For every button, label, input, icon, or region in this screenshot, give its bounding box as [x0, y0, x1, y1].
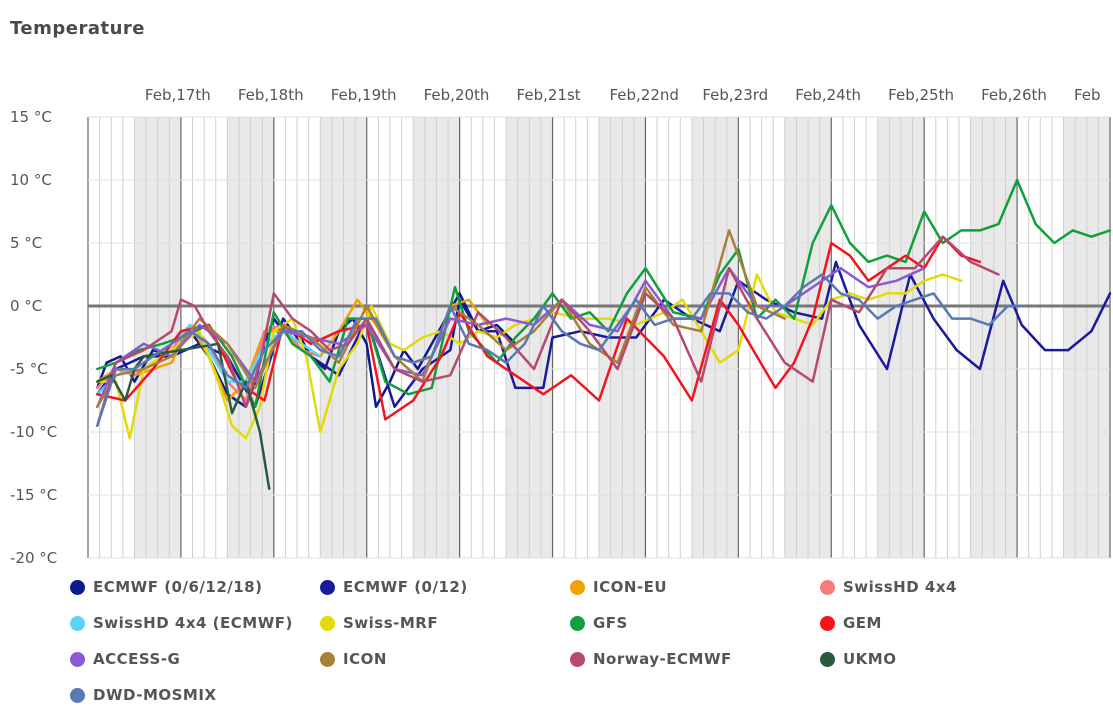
legend-item[interactable]: DWD-MOSMIX: [70, 686, 217, 704]
legend-label: DWD-MOSMIX: [93, 686, 217, 704]
x-tick-label: Feb,25th: [888, 86, 954, 104]
x-tick-label: Feb,20th: [424, 86, 490, 104]
legend-marker: [820, 615, 835, 631]
x-tick-label: Feb,23rd: [702, 86, 768, 104]
x-tick-label: Feb,21st: [517, 86, 581, 104]
legend-label: GFS: [593, 614, 628, 632]
x-tick-label: Feb,19th: [331, 86, 397, 104]
legend-item[interactable]: UKMO: [820, 650, 896, 668]
legend-marker: [70, 615, 85, 631]
x-tick-label: Feb,24th: [795, 86, 861, 104]
y-tick-label: 0 °C: [10, 297, 42, 315]
axes: 15 °C 10 °C 5 °C 0 °C -5 °C -10 °C -15 °C -20 °…: [10, 86, 1101, 567]
legend-item[interactable]: GEM: [820, 614, 882, 632]
y-tick-label: -10 °C: [10, 423, 57, 441]
legend-marker: [70, 579, 85, 595]
series-line: [96, 235, 982, 421]
legend-label: SwissHD 4x4 (ECMWF): [93, 614, 293, 632]
y-tick-label: -20 °C: [10, 549, 57, 567]
legend-marker: [570, 615, 585, 631]
legend-marker: [320, 651, 335, 667]
chart-title: Temperature: [10, 18, 145, 39]
legend-item[interactable]: ECMWF (0/6/12/18): [70, 578, 262, 596]
legend-item[interactable]: ICON: [320, 650, 387, 668]
legend-marker: [70, 651, 85, 667]
x-tick-label: Feb: [1074, 86, 1101, 104]
legend-label: Norway-ECMWF: [593, 650, 732, 668]
x-tick-label: Feb,22nd: [609, 86, 678, 104]
legend-item[interactable]: Norway-ECMWF: [570, 650, 732, 668]
series-lines: [96, 178, 1112, 490]
legend-label: ICON: [343, 650, 387, 668]
legend-label: GEM: [843, 614, 882, 632]
legend-item[interactable]: SwissHD 4x4: [820, 578, 957, 596]
legend-item[interactable]: GFS: [570, 614, 628, 632]
legend-label: ECMWF (0/12): [343, 578, 468, 596]
y-tick-label: 5 °C: [10, 234, 42, 252]
legend-item[interactable]: ICON-EU: [570, 578, 667, 596]
x-tick-label: Feb,18th: [238, 86, 304, 104]
legend-label: ECMWF (0/6/12/18): [93, 578, 263, 596]
y-tick-label: -15 °C: [10, 486, 57, 504]
legend-item[interactable]: ECMWF (0/12): [320, 578, 468, 596]
legend-marker: [820, 579, 835, 595]
legend-marker: [570, 579, 585, 595]
legend-item[interactable]: ACCESS-G: [70, 650, 180, 668]
legend-label: ICON-EU: [593, 578, 668, 596]
legend-label: Swiss-MRF: [343, 614, 439, 632]
legend-marker: [70, 687, 85, 703]
legend-marker: [820, 651, 835, 667]
temperature-chart: 15 °C 10 °C 5 °C 0 °C -5 °C -10 °C -15 °C -20 °…: [10, 86, 1112, 567]
legend-label: UKMO: [843, 650, 897, 668]
legend-marker: [320, 579, 335, 595]
legend-marker: [570, 651, 585, 667]
legend-item[interactable]: SwissHD 4x4 (ECMWF): [70, 614, 293, 632]
y-tick-label: -5 °C: [10, 360, 48, 378]
x-tick-label: Feb,26th: [981, 86, 1047, 104]
legend-marker: [320, 615, 335, 631]
legend-label: ACCESS-G: [93, 650, 181, 668]
legend-item[interactable]: Swiss-MRF: [320, 614, 438, 632]
y-tick-label: 10 °C: [10, 171, 52, 189]
series-line: [96, 273, 1023, 427]
legend-label: SwissHD 4x4: [843, 578, 957, 596]
series-line: [96, 235, 1000, 427]
y-tick-label: 15 °C: [10, 108, 52, 126]
series-line: [96, 342, 271, 490]
x-tick-label: Feb,17th: [145, 86, 211, 104]
